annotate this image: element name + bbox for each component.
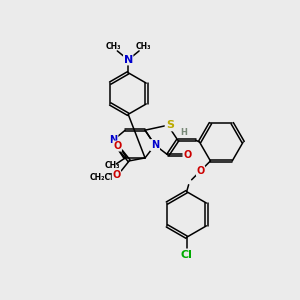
Text: CH₃: CH₃ — [106, 43, 121, 52]
Text: O: O — [184, 150, 192, 160]
Text: N: N — [109, 135, 117, 145]
Text: CH₃: CH₃ — [105, 161, 120, 170]
Text: CH₃: CH₃ — [135, 43, 151, 52]
Text: O: O — [112, 170, 120, 180]
Text: O: O — [113, 141, 122, 151]
Text: N: N — [124, 55, 133, 65]
Text: Cl: Cl — [181, 250, 193, 260]
Text: CH₂CH₃: CH₂CH₃ — [90, 173, 121, 182]
Text: H: H — [180, 128, 187, 137]
Text: S: S — [166, 120, 174, 130]
Text: O: O — [196, 166, 205, 176]
Text: N: N — [151, 140, 159, 150]
